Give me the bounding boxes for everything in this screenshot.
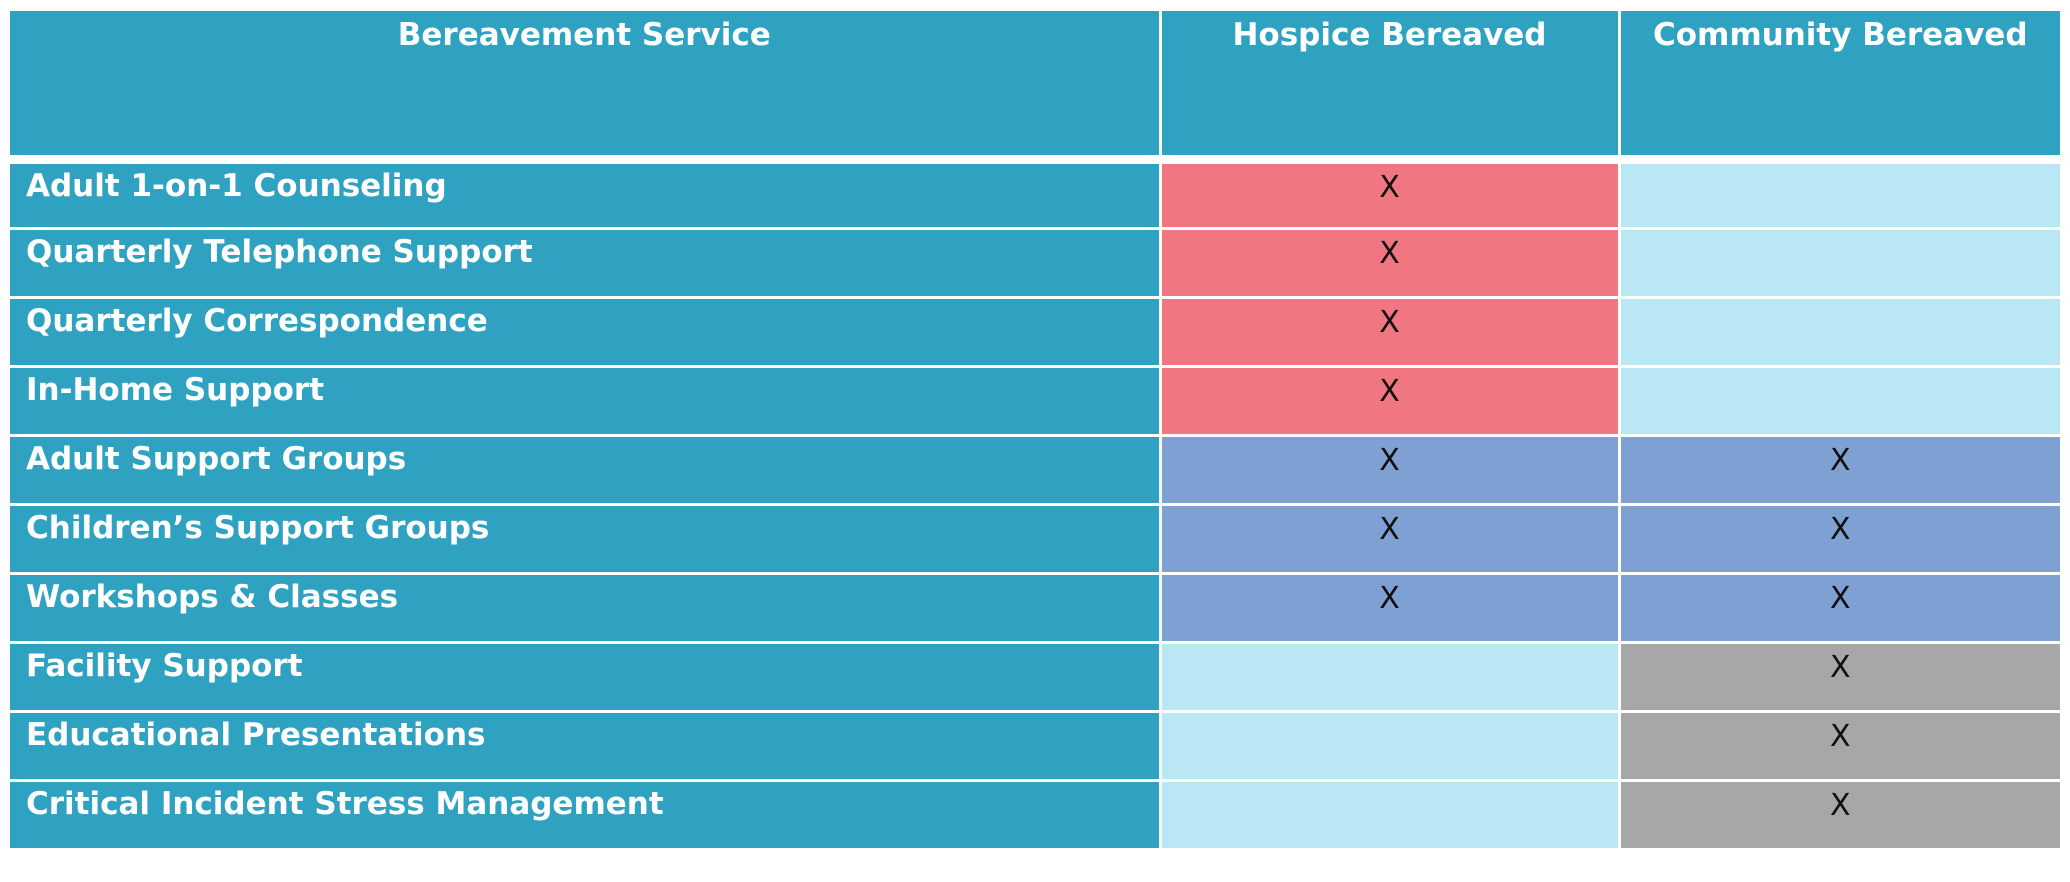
- hospice-mark-cell: X: [1160, 435, 1621, 506]
- community-mark-cell: X: [1619, 642, 2060, 713]
- bereavement-services-table-container: Bereavement Service Hospice Bereaved Com…: [10, 11, 2060, 851]
- service-name-cell: Children’s Support Groups: [10, 504, 1162, 575]
- table-row: Quarterly Correspondence X: [10, 297, 2060, 368]
- table-header: Bereavement Service Hospice Bereaved Com…: [10, 11, 2060, 164]
- header-row: Bereavement Service Hospice Bereaved Com…: [10, 11, 2060, 164]
- hospice-mark-cell: [1160, 780, 1621, 851]
- community-mark-cell: [1619, 159, 2060, 230]
- table-row: In-Home Support X: [10, 366, 2060, 437]
- community-mark-cell: X: [1619, 504, 2060, 575]
- bereavement-services-table: Bereavement Service Hospice Bereaved Com…: [10, 11, 2060, 851]
- community-mark-cell: [1619, 297, 2060, 368]
- hospice-mark-cell: [1160, 642, 1621, 713]
- table-body: Adult 1-on-1 Counseling X Quarterly Teleph…: [10, 159, 2060, 851]
- table-row: Adult 1-on-1 Counseling X: [10, 159, 2060, 230]
- header-community-bereaved: Community Bereaved: [1619, 11, 2060, 164]
- hospice-mark-cell: X: [1160, 366, 1621, 437]
- community-mark-cell: X: [1619, 573, 2060, 644]
- community-mark-cell: X: [1619, 711, 2060, 782]
- community-mark-cell: X: [1619, 780, 2060, 851]
- service-name-cell: In-Home Support: [10, 366, 1162, 437]
- table-row: Facility Support X: [10, 642, 2060, 713]
- hospice-mark-cell: X: [1160, 228, 1621, 299]
- hospice-mark-cell: X: [1160, 504, 1621, 575]
- service-name-cell: Educational Presentations: [10, 711, 1162, 782]
- table-row: Educational Presentations X: [10, 711, 2060, 782]
- table-row: Quarterly Telephone Support X: [10, 228, 2060, 299]
- table-row: Workshops & Classes X X: [10, 573, 2060, 644]
- table-row: Critical Incident Stress Management X: [10, 780, 2060, 851]
- hospice-mark-cell: X: [1160, 159, 1621, 230]
- service-name-cell: Adult Support Groups: [10, 435, 1162, 506]
- service-name-cell: Critical Incident Stress Management: [10, 780, 1162, 851]
- service-name-cell: Workshops & Classes: [10, 573, 1162, 644]
- service-name-cell: Facility Support: [10, 642, 1162, 713]
- header-bereavement-service: Bereavement Service: [10, 11, 1162, 164]
- hospice-mark-cell: X: [1160, 297, 1621, 368]
- community-mark-cell: X: [1619, 435, 2060, 506]
- community-mark-cell: [1619, 366, 2060, 437]
- header-hospice-bereaved: Hospice Bereaved: [1160, 11, 1621, 164]
- hospice-mark-cell: [1160, 711, 1621, 782]
- service-name-cell: Quarterly Telephone Support: [10, 228, 1162, 299]
- service-name-cell: Adult 1-on-1 Counseling: [10, 159, 1162, 230]
- hospice-mark-cell: X: [1160, 573, 1621, 644]
- table-row: Adult Support Groups X X: [10, 435, 2060, 506]
- service-name-cell: Quarterly Correspondence: [10, 297, 1162, 368]
- community-mark-cell: [1619, 228, 2060, 299]
- table-row: Children’s Support Groups X X: [10, 504, 2060, 575]
